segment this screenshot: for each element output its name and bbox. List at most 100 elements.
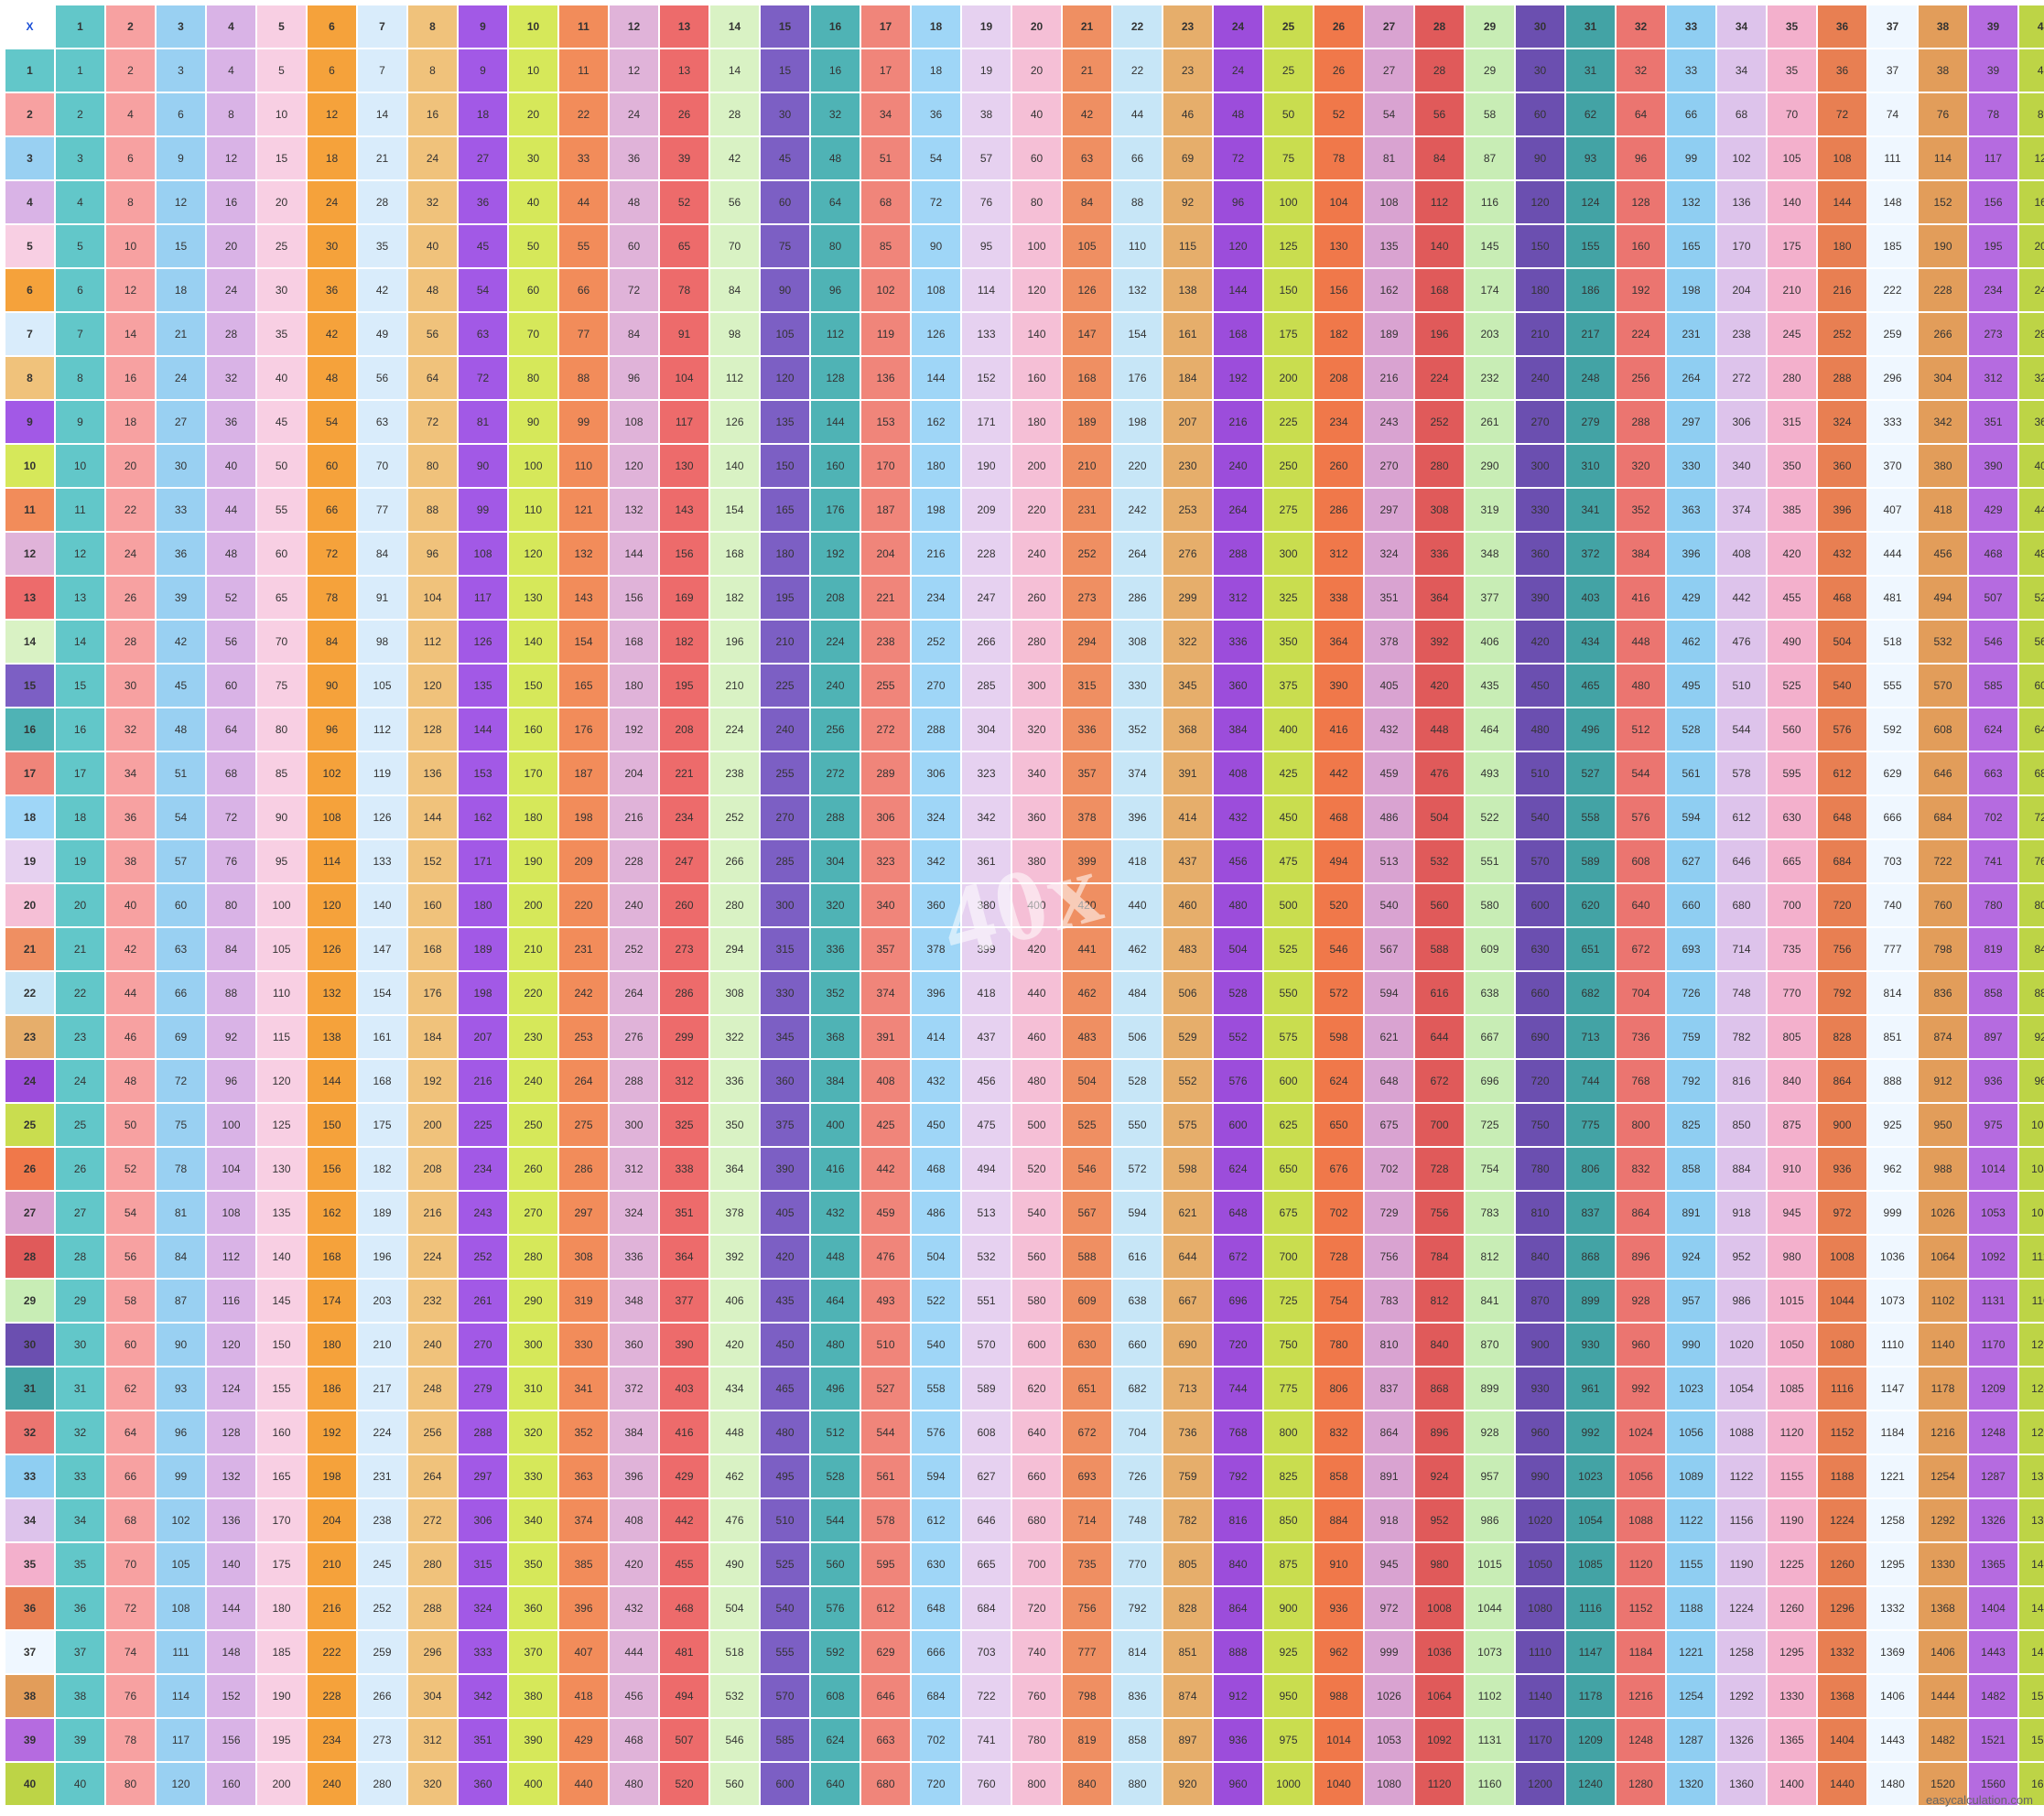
product-cell: 812 — [1465, 1236, 1514, 1278]
product-cell: 682 — [1566, 972, 1615, 1014]
product-cell: 576 — [912, 1411, 960, 1454]
product-cell: 54 — [1365, 93, 1413, 135]
product-cell: 28 — [106, 621, 155, 663]
product-cell: 330 — [1667, 445, 1715, 487]
product-cell: 121 — [559, 489, 608, 531]
product-cell: 72 — [1818, 93, 1866, 135]
product-cell: 40 — [207, 445, 255, 487]
product-cell: 1120 — [1415, 1763, 1464, 1805]
product-cell: 70 — [509, 313, 557, 355]
product-cell: 1040 — [1314, 1763, 1363, 1805]
product-cell: 162 — [912, 401, 960, 443]
product-cell: 240 — [811, 665, 860, 707]
product-cell: 112 — [1415, 181, 1464, 223]
product-cell: 75 — [761, 225, 809, 267]
product-cell: 464 — [811, 1280, 860, 1322]
product-cell: 960 — [2019, 1060, 2044, 1102]
product-cell: 450 — [1516, 665, 1564, 707]
product-cell: 363 — [559, 1455, 608, 1497]
product-cell: 1080 — [1516, 1587, 1564, 1629]
source-link[interactable]: easycalculation.com — [1926, 1793, 2033, 1807]
product-cell: 2 — [106, 49, 155, 92]
product-cell: 176 — [1113, 357, 1162, 399]
product-cell: 518 — [710, 1631, 759, 1673]
product-cell: 32 — [811, 93, 860, 135]
product-cell: 42 — [358, 269, 406, 311]
product-cell: 925 — [1868, 1104, 1917, 1146]
col-header: 21 — [1063, 5, 1111, 48]
product-cell: 44 — [106, 972, 155, 1014]
product-cell: 300 — [1516, 445, 1564, 487]
product-cell: 204 — [861, 533, 910, 575]
product-cell: 40 — [408, 225, 457, 267]
product-cell: 675 — [1264, 1192, 1313, 1234]
product-cell: 575 — [1264, 1016, 1313, 1058]
product-cell: 217 — [358, 1367, 406, 1410]
product-cell: 57 — [962, 137, 1011, 179]
product-cell: 792 — [1818, 972, 1866, 1014]
product-cell: 14 — [358, 93, 406, 135]
product-cell: 270 — [509, 1192, 557, 1234]
product-cell: 325 — [1264, 577, 1313, 619]
product-cell: 300 — [1012, 665, 1061, 707]
product-cell: 54 — [106, 1192, 155, 1234]
product-cell: 1400 — [2019, 1543, 2044, 1585]
product-cell: 520 — [1314, 884, 1363, 926]
product-cell: 36 — [459, 181, 507, 223]
product-cell: 1406 — [1868, 1675, 1917, 1717]
product-cell: 234 — [1969, 269, 2017, 311]
product-cell: 740 — [1012, 1631, 1061, 1673]
product-cell: 220 — [1113, 445, 1162, 487]
product-cell: 720 — [1214, 1324, 1262, 1366]
product-cell: 1330 — [1919, 1543, 1967, 1585]
product-cell: 468 — [1818, 577, 1866, 619]
product-cell: 96 — [408, 533, 457, 575]
product-cell: 66 — [1667, 93, 1715, 135]
product-cell: 736 — [1163, 1411, 1212, 1454]
product-cell: 93 — [157, 1367, 205, 1410]
product-cell: 504 — [1063, 1060, 1111, 1102]
product-cell: 69 — [1163, 137, 1212, 179]
product-cell: 1000 — [1264, 1763, 1313, 1805]
product-cell: 336 — [710, 1060, 759, 1102]
product-cell: 600 — [761, 1763, 809, 1805]
product-cell: 165 — [559, 665, 608, 707]
product-cell: 323 — [861, 840, 910, 882]
product-cell: 78 — [308, 577, 356, 619]
product-cell: 306 — [912, 752, 960, 794]
product-cell: 117 — [157, 1719, 205, 1761]
product-cell: 480 — [811, 1324, 860, 1366]
product-cell: 1404 — [1969, 1587, 2017, 1629]
product-cell: 224 — [811, 621, 860, 663]
row-header: 3 — [5, 137, 54, 179]
product-cell: 324 — [610, 1192, 658, 1234]
product-cell: 32 — [106, 708, 155, 751]
product-cell: 406 — [1465, 621, 1514, 663]
product-cell: 567 — [1063, 1192, 1111, 1234]
product-cell: 216 — [459, 1060, 507, 1102]
product-cell: 96 — [811, 269, 860, 311]
row-header: 29 — [5, 1280, 54, 1322]
product-cell: 480 — [1012, 1060, 1061, 1102]
product-cell: 14 — [56, 621, 104, 663]
product-cell: 62 — [1566, 93, 1615, 135]
product-cell: 221 — [660, 752, 708, 794]
col-header: 22 — [1113, 5, 1162, 48]
product-cell: 108 — [308, 796, 356, 838]
product-cell: 49 — [358, 313, 406, 355]
product-cell: 20 — [106, 445, 155, 487]
product-cell: 816 — [1717, 1060, 1766, 1102]
product-cell: 108 — [459, 533, 507, 575]
product-cell: 80 — [106, 1763, 155, 1805]
product-cell: 38 — [106, 840, 155, 882]
product-cell: 672 — [1617, 928, 1665, 970]
product-cell: 627 — [1667, 840, 1715, 882]
col-header: 2 — [106, 5, 155, 48]
product-cell: 27 — [459, 137, 507, 179]
product-cell: 1008 — [1818, 1236, 1866, 1278]
product-cell: 98 — [358, 621, 406, 663]
product-cell: 161 — [1163, 313, 1212, 355]
product-cell: 124 — [1566, 181, 1615, 223]
product-cell: 352 — [811, 972, 860, 1014]
product-cell: 5 — [56, 225, 104, 267]
